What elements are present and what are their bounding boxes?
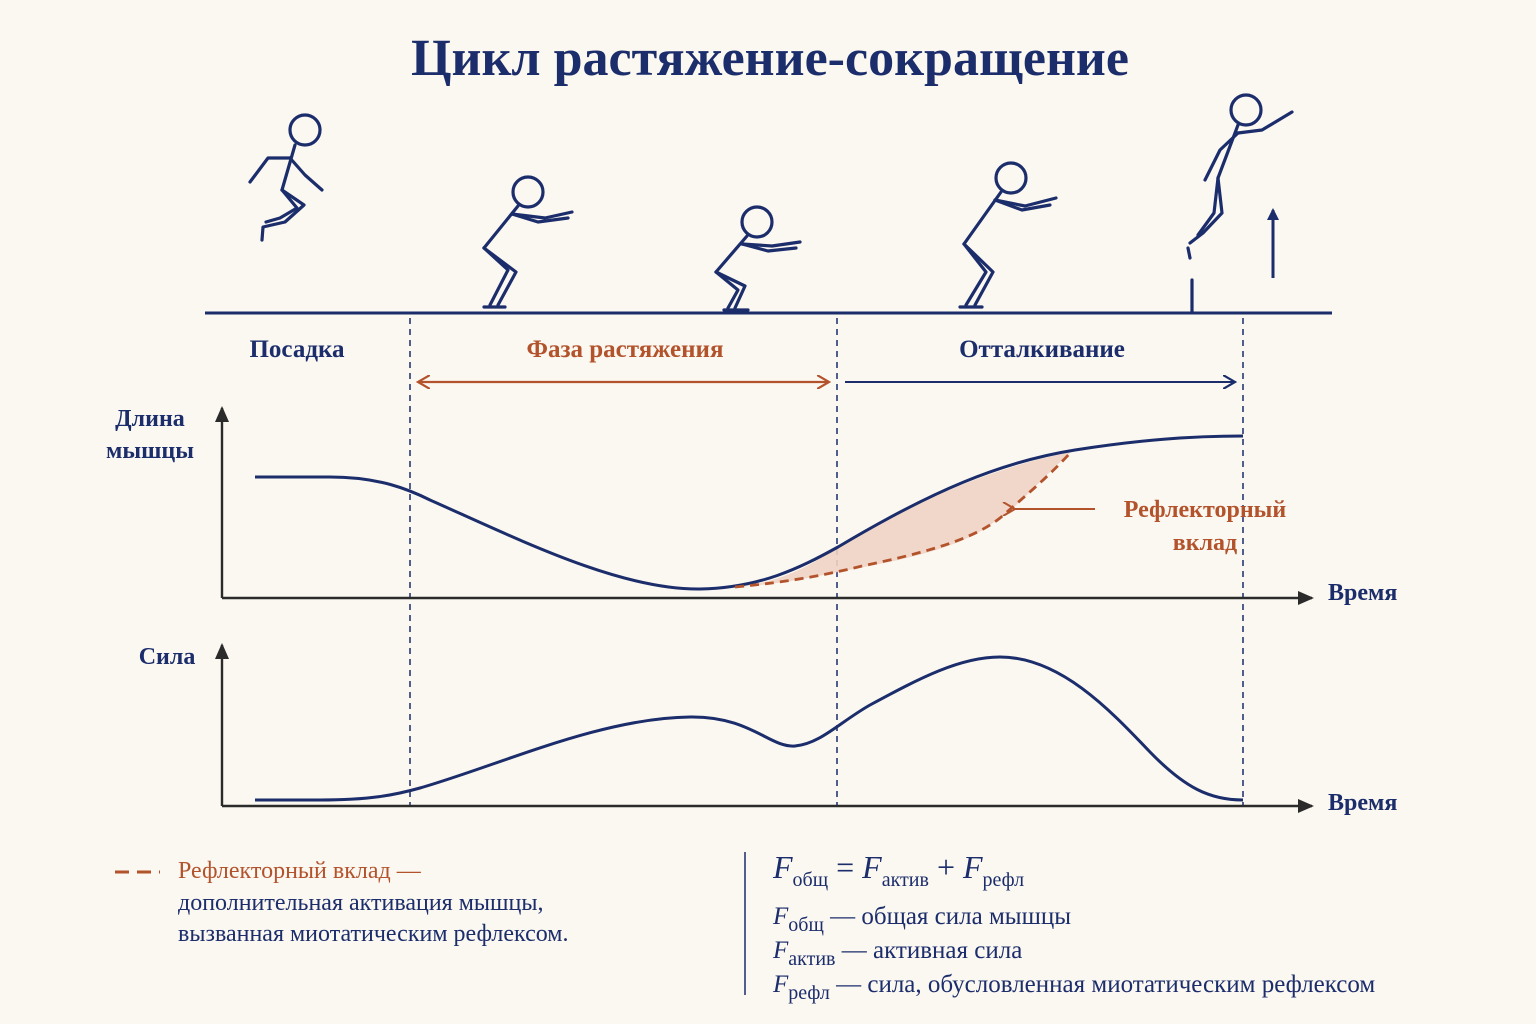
length-x-axis-label: Время	[1328, 580, 1397, 606]
reflex-contribution-area	[735, 452, 1071, 587]
legend-title: Рефлекторный вклад —	[178, 858, 422, 884]
legend-line2: дополнительная активация мышцы,	[178, 890, 543, 916]
muscle-length-curve	[255, 434, 1244, 591]
reflex-dashed-curve	[734, 451, 1073, 589]
formula-main: Fобщ = Fактив + Fрефл	[772, 849, 1024, 891]
phase-label-stretch: Фаза растяжения	[527, 336, 724, 363]
force-x-axis-label: Время	[1328, 790, 1397, 816]
reflex-annotation-line2: вклад	[1173, 530, 1237, 556]
formula-reflex-desc: Fрефл — сила, обусловленная миотатически…	[772, 971, 1375, 1004]
length-axis-label-line1: Длина	[115, 406, 185, 432]
formula-total-desc: Fобщ — общая сила мышцы	[772, 903, 1071, 936]
page-title: Цикл растяжение-сокращение	[411, 30, 1129, 87]
figure-airborne-landing-icon	[248, 113, 324, 242]
legend-line3: вызванная миотатическим рефлексом.	[178, 921, 568, 947]
reflex-annotation-line1: Рефлекторный	[1124, 497, 1287, 523]
figure-push-off-icon	[958, 161, 1058, 309]
length-axis-label-line2: мышцы	[106, 438, 194, 464]
figure-takeoff-icon	[1186, 93, 1294, 314]
formula-active-desc: Fактив — активная сила	[772, 937, 1022, 970]
phase-label-push-off: Отталкивание	[959, 336, 1125, 363]
phase-label-landing: Посадка	[249, 336, 345, 363]
force-curve	[255, 655, 1244, 802]
figure-deep-squat-icon	[714, 205, 802, 312]
force-axis-label: Сила	[139, 644, 196, 670]
figure-squat-1-icon	[482, 175, 574, 309]
